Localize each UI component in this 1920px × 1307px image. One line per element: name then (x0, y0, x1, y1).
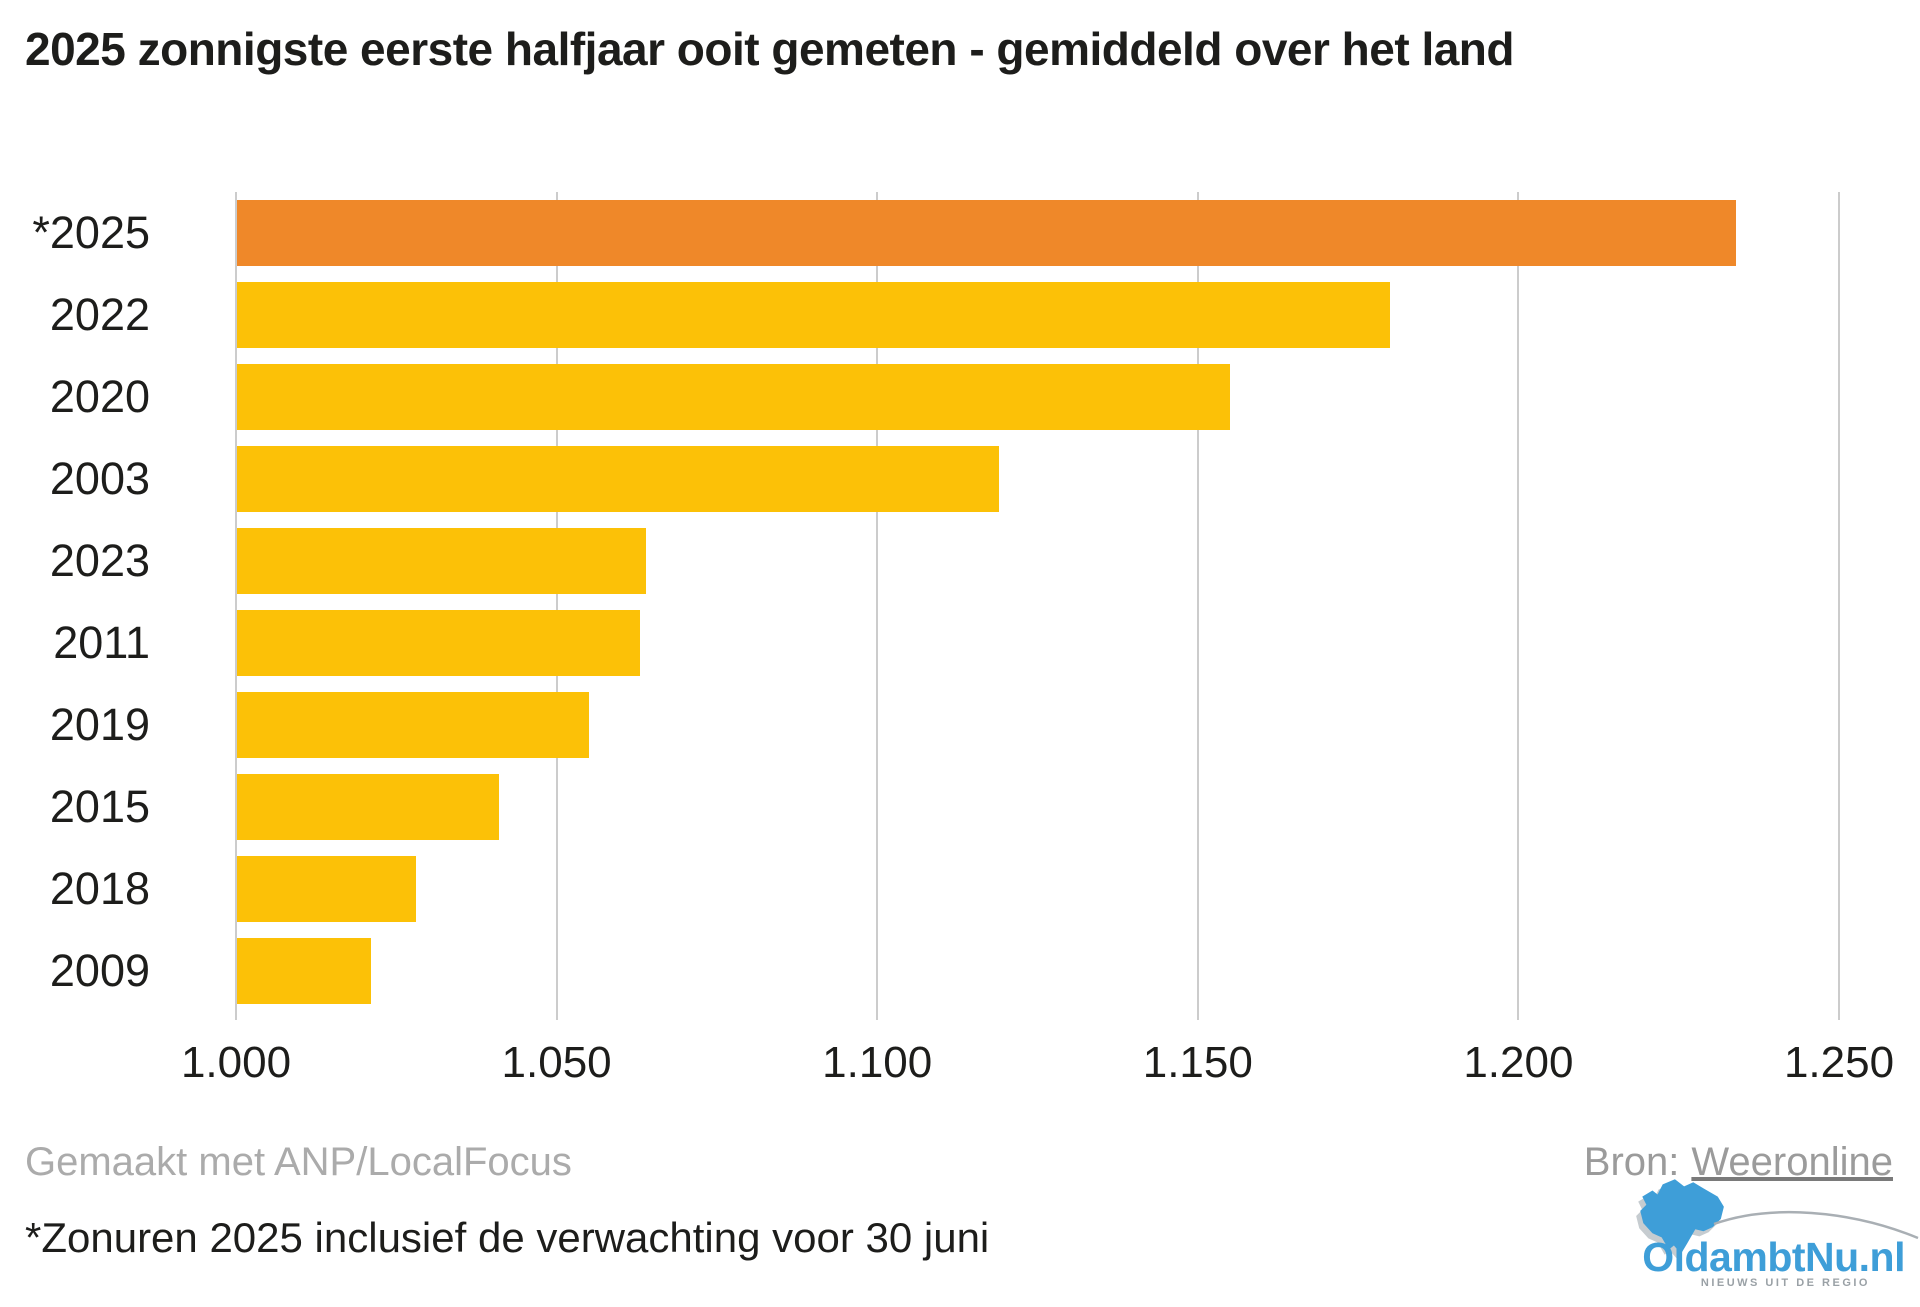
y-axis-label-2009: 2009 (49, 945, 150, 996)
bar-2019 (237, 692, 589, 758)
x-axis-label: 1.050 (501, 1038, 612, 1087)
x-axis-label: 1.100 (822, 1038, 933, 1087)
y-axis-label-2019: 2019 (49, 699, 150, 750)
bar-2015 (237, 774, 499, 840)
swoosh-line (1713, 1210, 1919, 1240)
bar-2003 (237, 446, 1000, 512)
y-axis-label-2018: 2018 (49, 863, 150, 914)
gridline-1.050 (555, 192, 558, 1020)
y-axis-label-2025: *2025 (32, 207, 150, 258)
source-label: Bron: (1583, 1140, 1680, 1184)
gridline-1.200 (1517, 192, 1520, 1020)
footnote: *Zonuren 2025 inclusief de verwachting v… (25, 1214, 990, 1261)
y-axis-label-2022: 2022 (49, 289, 150, 340)
bar-2011 (237, 610, 640, 676)
gridline-1.100 (876, 192, 879, 1020)
gridline-1.150 (1196, 192, 1199, 1020)
logo-tagline: NIEUWS UIT DE REGIO (1700, 1277, 1870, 1289)
region-map-icon (1636, 1179, 1724, 1259)
logo-name: OldambtNu.nl (1642, 1234, 1905, 1280)
gridline-1.250 (1838, 192, 1840, 1020)
bar-2009 (237, 938, 371, 1004)
chart-title: 2025 zonnigste eerste halfjaar ooit geme… (25, 23, 1515, 75)
bar-2020 (237, 364, 1230, 430)
x-axis-label: 1.000 (180, 1038, 292, 1087)
x-axis-label: 1.150 (1142, 1038, 1253, 1087)
source-link[interactable]: Weeronline (1691, 1140, 1893, 1184)
y-axis-label-2015: 2015 (49, 781, 150, 832)
x-axis-label: 1.250 (1783, 1038, 1895, 1087)
y-axis-label-2003: 2003 (49, 453, 150, 504)
bar-2023 (237, 528, 647, 594)
gridline-1.000 (235, 192, 237, 1020)
credit-text: Gemaakt met ANP/LocalFocus (25, 1140, 572, 1184)
bar-2025 (237, 200, 1737, 266)
y-axis-label-2011: 2011 (53, 617, 150, 668)
x-axis-label: 1.200 (1463, 1038, 1574, 1087)
bar-2018 (237, 856, 416, 922)
source-attribution: Bron: Weeronline (1584, 1140, 1893, 1185)
bar-2022 (237, 282, 1391, 348)
y-axis-label-2020: 2020 (49, 371, 150, 422)
y-axis-label-2023: 2023 (49, 535, 150, 586)
